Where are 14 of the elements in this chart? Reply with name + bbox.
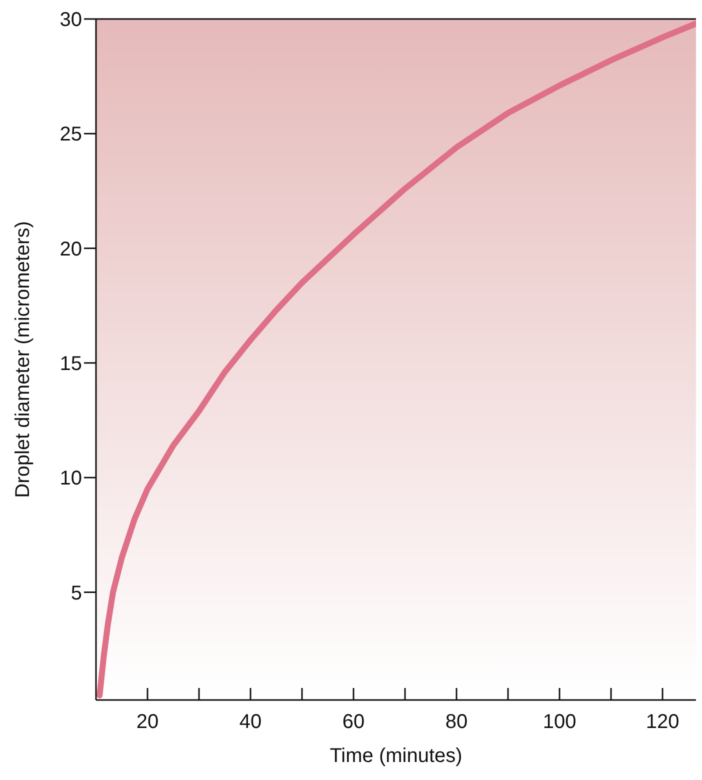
y-tick-label: 15 <box>60 353 82 376</box>
x-axis-title: Time (minutes) <box>330 745 462 767</box>
y-tick-label: 20 <box>60 238 82 260</box>
x-tick-label: 120 <box>646 711 680 734</box>
x-tick-label: 80 <box>445 711 468 734</box>
y-tick-label: 10 <box>60 468 82 490</box>
x-tick-label: 60 <box>342 711 365 734</box>
y-tick-label: 30 <box>60 9 82 32</box>
y-tick-label: 5 <box>70 582 82 604</box>
x-tick-label: 20 <box>136 711 159 734</box>
y-axis-title: Droplet diameter (micrometers) <box>12 221 34 498</box>
x-tick-label: 40 <box>239 711 262 734</box>
x-tick-label: 100 <box>542 711 576 734</box>
y-tick-label: 25 <box>60 124 82 146</box>
